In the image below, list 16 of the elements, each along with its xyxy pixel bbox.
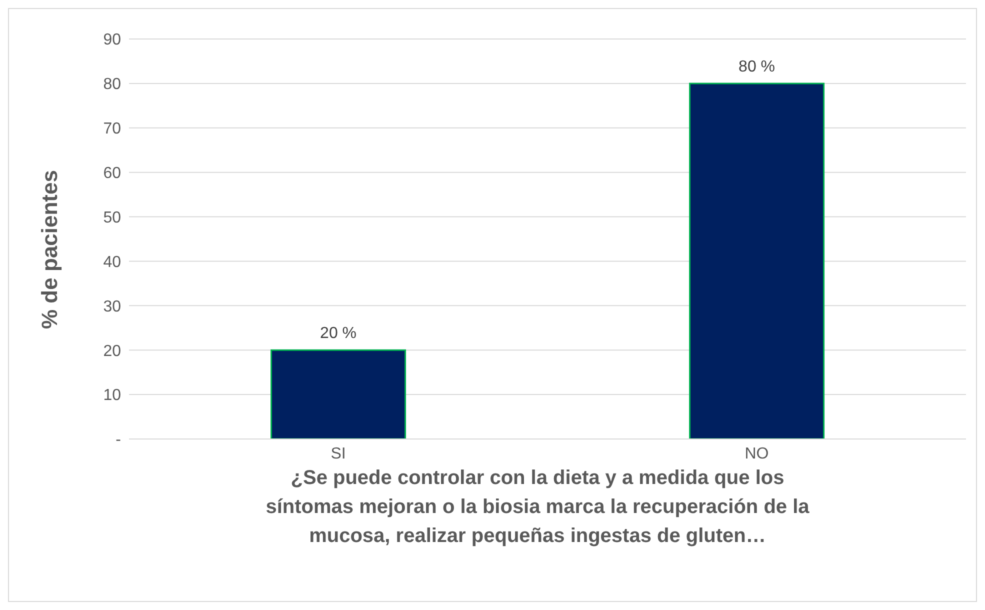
y-tick-label: 90	[103, 32, 122, 49]
y-tick-label: 60	[103, 165, 122, 182]
y-tick-label: 10	[103, 387, 122, 404]
y-tick-label: 30	[103, 298, 122, 316]
y-tick-label: 20	[103, 342, 122, 360]
y-tick-label: 50	[103, 209, 122, 226]
y-tick-label: -	[116, 432, 121, 449]
y-tick-label: 40	[103, 254, 122, 271]
x-tick-label: NO	[744, 445, 769, 462]
x-tick-label: SI	[330, 445, 346, 462]
data-label: 20 %	[320, 325, 357, 342]
x-axis-title: ¿Se puede controlar con la dieta y a medida que los síntomas mejoran o la biosia marca la recuperación de la mucosa, realizar pequeñas ingestas de gluten…	[264, 466, 810, 549]
data-label: 80 %	[738, 58, 776, 76]
y-tick-label: 80	[103, 76, 122, 94]
y-tick-label: 70	[103, 120, 122, 138]
y-axis-title: % de pacientes	[36, 170, 62, 329]
